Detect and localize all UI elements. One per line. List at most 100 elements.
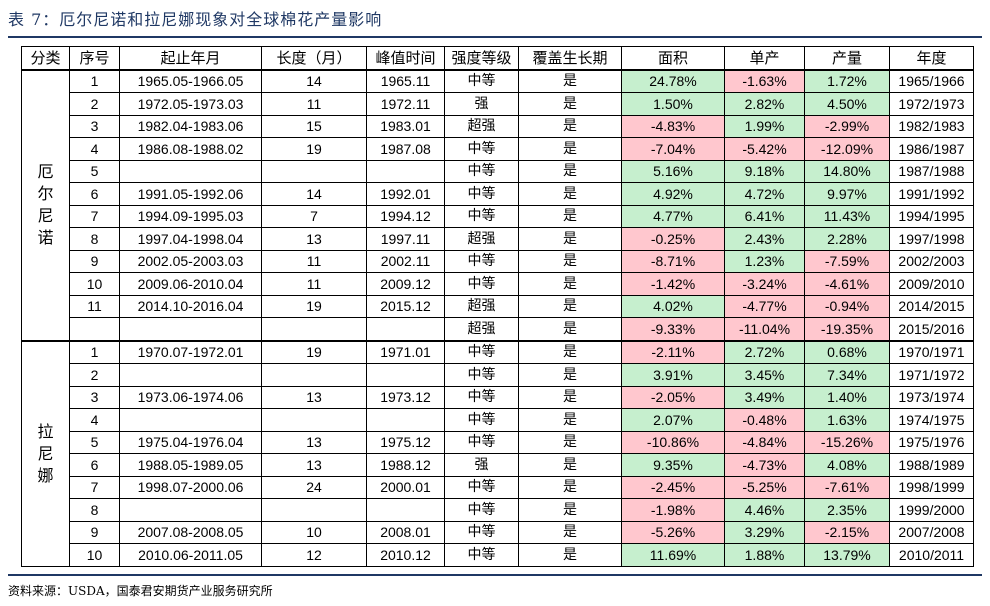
cell-yield: 9.18% (724, 159, 805, 183)
cell-covers: 是 (518, 204, 622, 228)
cell-intensity: 中等 (444, 408, 519, 432)
cell-peak: 2010.12 (366, 543, 445, 567)
cell-covers: 是 (518, 408, 622, 432)
footer-rule (8, 574, 982, 576)
cell-area: 4.92% (621, 182, 725, 206)
header-length: 长度（月） (261, 46, 367, 70)
cell-length: 19 (261, 294, 367, 318)
table-row: 6 1991.05-1992.06 14 1992.01 中等是 4.92% 4.72% 9.… (22, 182, 974, 206)
cell-yield: 2.82% (724, 92, 805, 116)
cell-length: 19 (261, 339, 367, 364)
cell-seq: 10 (69, 272, 120, 296)
cell-peak (366, 408, 445, 432)
cell-year: 1972/1973 (889, 92, 974, 116)
cell-yield: 2.43% (724, 227, 805, 251)
table-body: 厄尔尼诺 1 1965.05-1966.05 14 1965.11 中等是 24.78% -1… (21, 68, 974, 567)
cell-area: 2.07% (621, 408, 725, 432)
header-intensity: 强度等级 (444, 46, 519, 70)
cell-length: 19 (261, 137, 367, 161)
header-yield: 单产 (724, 46, 805, 70)
cell-length (261, 317, 367, 341)
table-row: 10 2010.06-2011.05 12 2010.12 中等是 11.69% 1.88%… (22, 543, 974, 567)
cell-yield: -5.42% (724, 137, 805, 161)
cell-output: -4.61% (804, 272, 890, 296)
cell-output: -7.61% (804, 475, 890, 499)
cell-intensity: 中等 (444, 520, 519, 544)
cell-intensity: 中等 (444, 159, 519, 183)
cell-intensity: 超强 (444, 227, 519, 251)
cell-seq: 5 (69, 159, 120, 183)
cell-period (119, 498, 262, 522)
cell-output: 1.72% (804, 68, 890, 93)
cell-length: 11 (261, 92, 367, 116)
cell-length: 13 (261, 430, 367, 454)
cell-yield: -1.63% (724, 68, 805, 93)
cell-output: -12.09% (804, 137, 890, 161)
cell-year: 1994/1995 (889, 204, 974, 228)
cell-peak: 2015.12 (366, 294, 445, 318)
cell-length (261, 408, 367, 432)
cell-intensity: 中等 (444, 385, 519, 409)
cell-period: 1982.04-1983.06 (119, 114, 262, 138)
cell-length: 10 (261, 520, 367, 544)
cell-yield: 3.45% (724, 363, 805, 387)
cell-intensity: 强 (444, 453, 519, 477)
cell-year: 2007/2008 (889, 520, 974, 544)
cell-peak: 1971.01 (366, 339, 445, 364)
cell-peak: 2008.01 (366, 520, 445, 544)
cell-seq: 1 (69, 339, 120, 364)
cell-seq: 7 (69, 475, 120, 499)
cell-yield: -4.73% (724, 453, 805, 477)
cell-seq: 2 (69, 363, 120, 387)
table-row: 7 1998.07-2000.06 24 2000.01 中等是 -2.45% -5.25%… (22, 475, 974, 499)
table-row: 11 2014.10-2016.04 19 2015.12 超强是 4.02% -4.77%… (22, 294, 974, 318)
cell-peak (366, 317, 445, 341)
header-covers: 覆盖生长期 (518, 46, 622, 70)
cell-output: 7.34% (804, 363, 890, 387)
cell-period (119, 363, 262, 387)
cell-output: 1.63% (804, 408, 890, 432)
cell-area: -10.86% (621, 430, 725, 454)
cell-covers: 是 (518, 520, 622, 544)
cell-output: -19.35% (804, 317, 890, 341)
cell-seq: 2 (69, 92, 120, 116)
cell-period: 1997.04-1998.04 (119, 227, 262, 251)
cell-area: 9.35% (621, 453, 725, 477)
cell-yield: 1.23% (724, 249, 805, 273)
cell-yield: 2.72% (724, 339, 805, 364)
cell-covers: 是 (518, 339, 622, 364)
cell-peak: 1983.01 (366, 114, 445, 138)
cell-seq: 8 (69, 498, 120, 522)
cell-output: -7.59% (804, 249, 890, 273)
cell-length: 13 (261, 385, 367, 409)
cell-output: -0.94% (804, 294, 890, 318)
cell-seq: 3 (69, 385, 120, 409)
table-row: 5 1975.04-1976.04 13 1975.12 中等是 -10.86% -4.84… (22, 430, 974, 454)
cell-yield: -11.04% (724, 317, 805, 341)
cell-area: 24.78% (621, 68, 725, 93)
cell-period: 1970.07-1972.01 (119, 339, 262, 364)
cell-seq: 4 (69, 137, 120, 161)
table-row: 8 1997.04-1998.04 13 1997.11 超强是 -0.25% 2.43% 2… (22, 227, 974, 251)
cell-covers: 是 (518, 498, 622, 522)
cell-peak: 1965.11 (366, 68, 445, 93)
cell-year: 1970/1971 (889, 339, 974, 364)
cell-area: 5.16% (621, 159, 725, 183)
cell-area: -1.42% (621, 272, 725, 296)
cell-seq: 3 (69, 114, 120, 138)
cell-area: 4.02% (621, 294, 725, 318)
category-label: 拉尼娜 (37, 421, 54, 485)
cell-covers: 是 (518, 317, 622, 341)
cell-seq: 9 (69, 249, 120, 273)
cell-intensity: 中等 (444, 137, 519, 161)
cell-seq: 6 (69, 453, 120, 477)
cell-length (261, 159, 367, 183)
cell-yield: -5.25% (724, 475, 805, 499)
title-rule (8, 36, 982, 38)
table-row: 5 中等是 5.16% 9.18% 14.80% 1987/1988 (22, 159, 974, 183)
cell-intensity: 中等 (444, 363, 519, 387)
cell-year: 2002/2003 (889, 249, 974, 273)
cell-seq: 1 (69, 68, 120, 93)
cell-peak: 1987.08 (366, 137, 445, 161)
cell-seq: 9 (69, 520, 120, 544)
